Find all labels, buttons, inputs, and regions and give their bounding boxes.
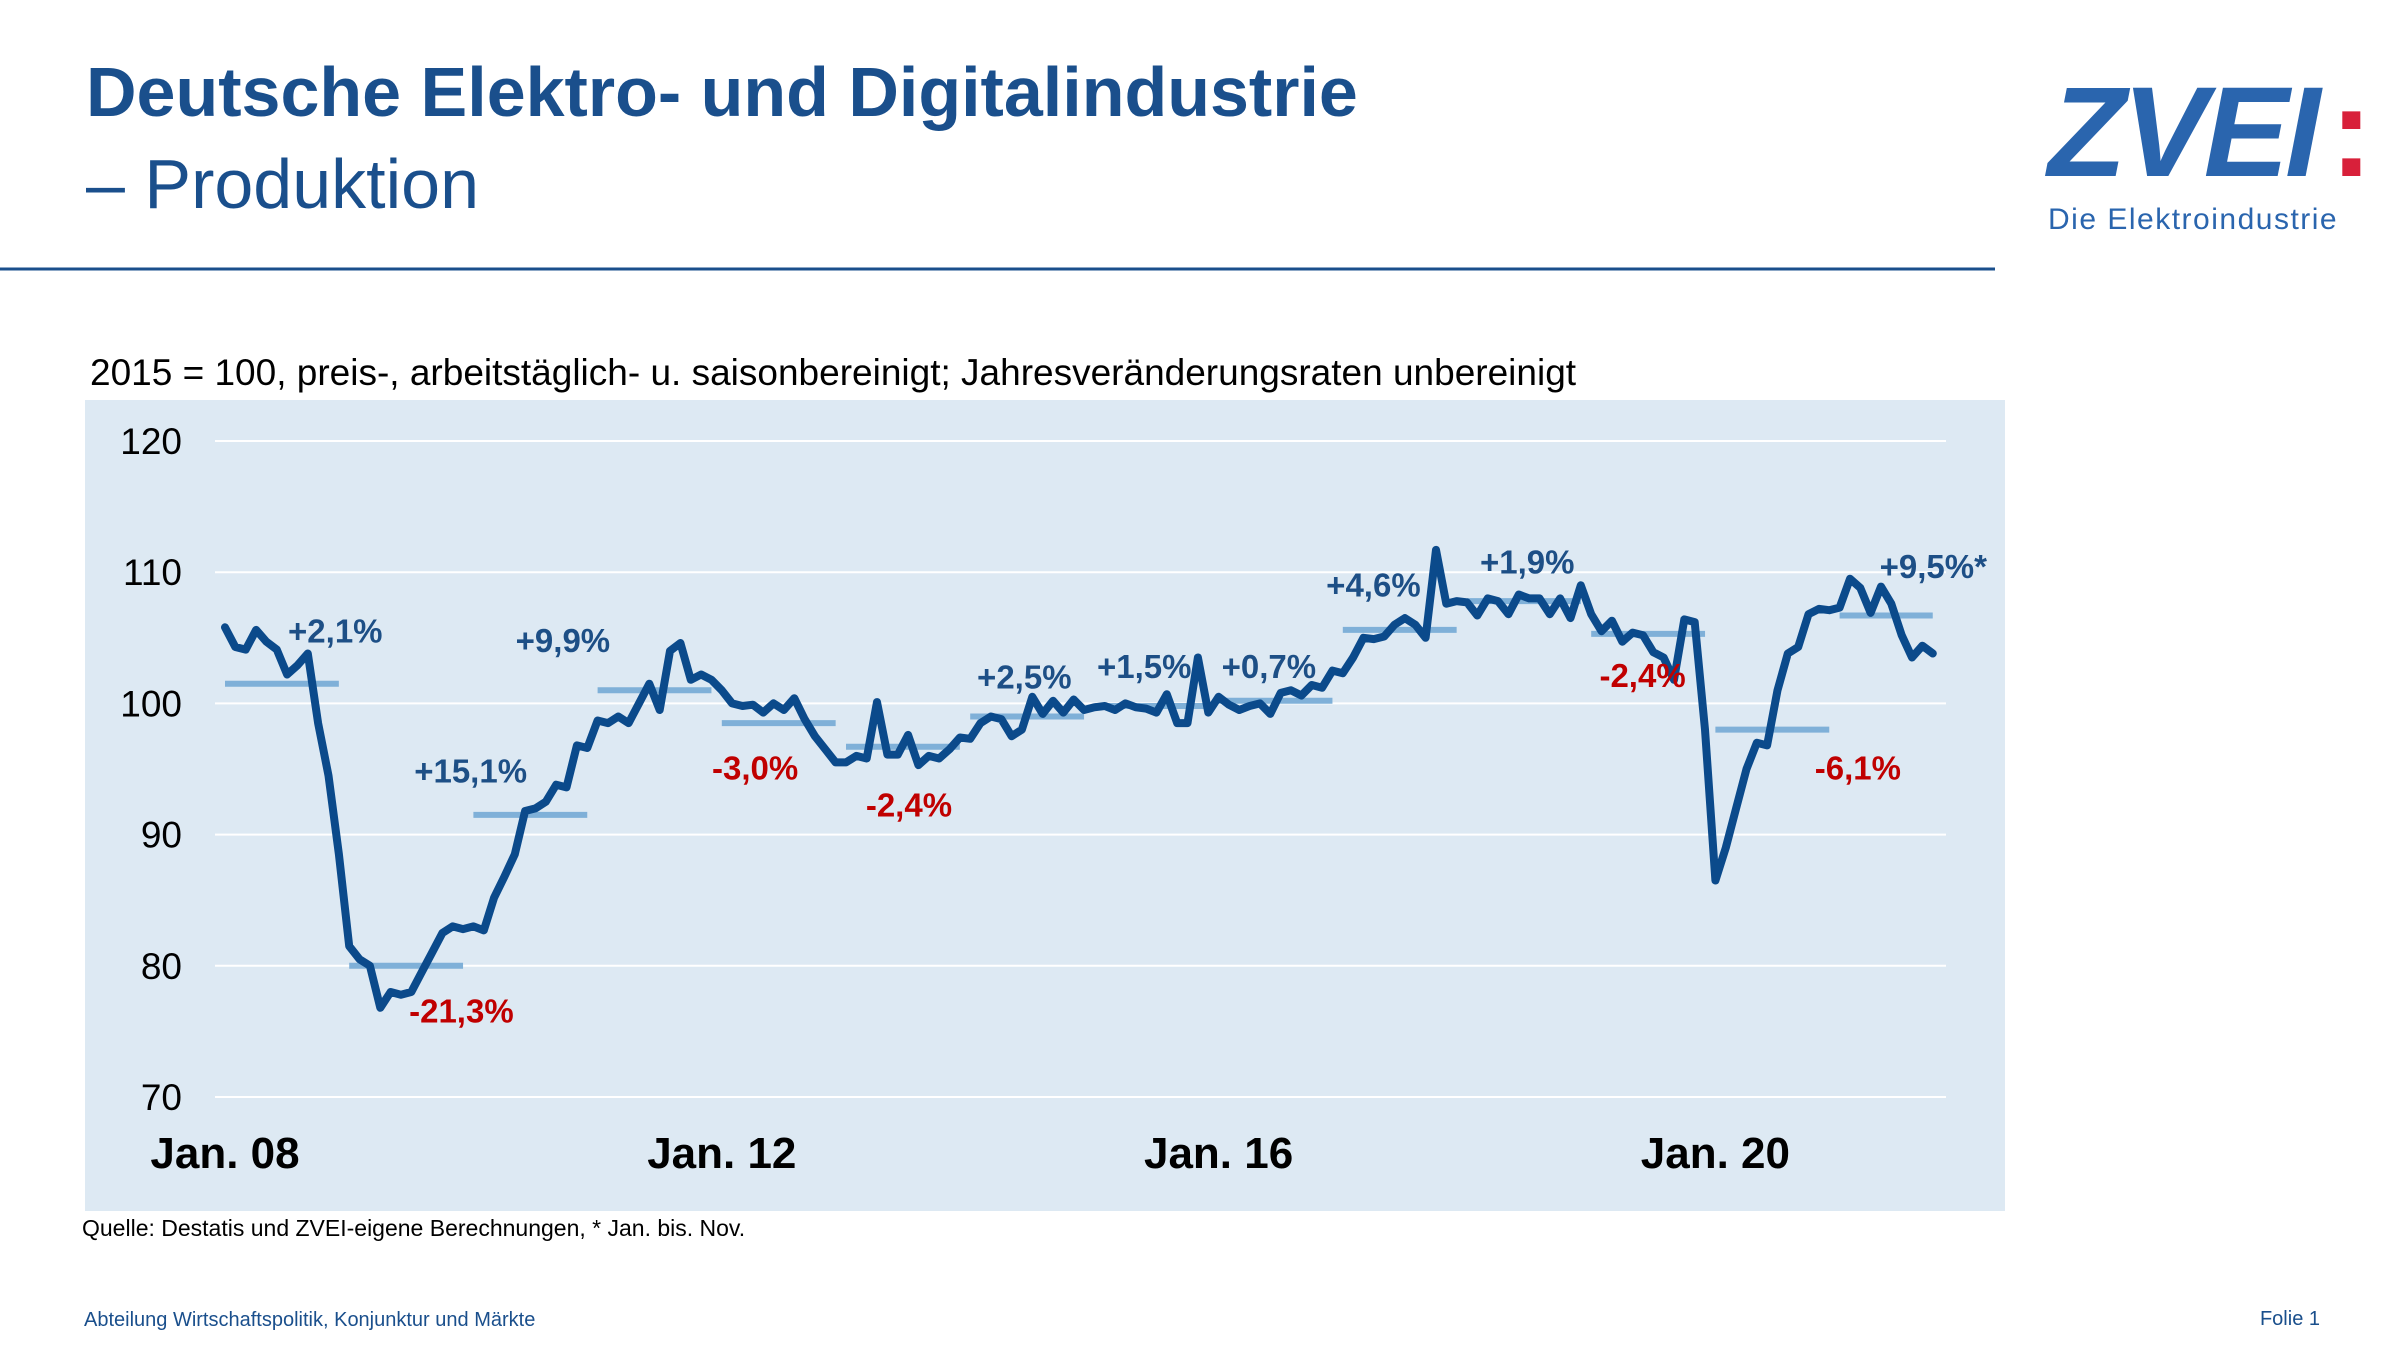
- change-label: -21,3%: [409, 992, 514, 1029]
- chart-title: 2015 = 100, preis-, arbeitstäglich- u. s…: [90, 352, 1577, 393]
- footer-left: Abteilung Wirtschaftspolitik, Konjunktur…: [84, 1309, 535, 1331]
- y-tick-label: 100: [120, 683, 182, 724]
- change-label: +15,1%: [414, 753, 527, 790]
- y-tick-label: 90: [141, 815, 182, 856]
- change-label: +1,5%: [1097, 648, 1192, 685]
- logo-tagline: Die Elektroindustrie: [2048, 203, 2338, 236]
- logo-brand: ZVEI: [2045, 61, 2323, 204]
- data-line: [221, 545, 1937, 1012]
- change-label: +4,6%: [1326, 566, 1421, 603]
- change-label: -3,0%: [712, 749, 798, 786]
- logo-mark: :: [2330, 61, 2373, 204]
- change-label: -2,4%: [1599, 657, 1685, 694]
- x-tick-label: Jan. 08: [150, 1129, 299, 1178]
- x-tick-label: Jan. 20: [1641, 1129, 1790, 1178]
- x-tick-label: Jan. 16: [1144, 1129, 1293, 1178]
- slide-title: Deutsche Elektro- und Digitalindustrie: [86, 53, 1358, 131]
- change-label: -2,4%: [866, 786, 952, 823]
- y-tick-label: 110: [123, 552, 182, 593]
- change-label: +2,5%: [977, 659, 1072, 696]
- slide-subtitle: – Produktion: [86, 145, 479, 223]
- change-label: -6,1%: [1815, 749, 1901, 786]
- x-tick-label: Jan. 12: [647, 1129, 796, 1178]
- change-label: +9,9%: [516, 622, 611, 659]
- chart: 70 80 90 100 110 120 Jan. 08 Jan. 12 Jan. 16 Jan.…: [120, 421, 1987, 1178]
- y-tick-label: 80: [141, 946, 182, 987]
- change-label: +1,9%: [1480, 543, 1575, 580]
- change-label: +0,7%: [1222, 648, 1317, 685]
- y-tick-label: 120: [120, 421, 182, 462]
- plot-background: [85, 400, 2005, 1211]
- y-tick-label: 70: [141, 1077, 182, 1118]
- change-label: +9,5%*: [1880, 548, 1987, 585]
- change-label: +2,1%: [288, 613, 383, 650]
- footer-right: Folie 1: [2260, 1308, 2320, 1330]
- source-note: Quelle: Destatis und ZVEI-eigene Berechn…: [82, 1215, 745, 1241]
